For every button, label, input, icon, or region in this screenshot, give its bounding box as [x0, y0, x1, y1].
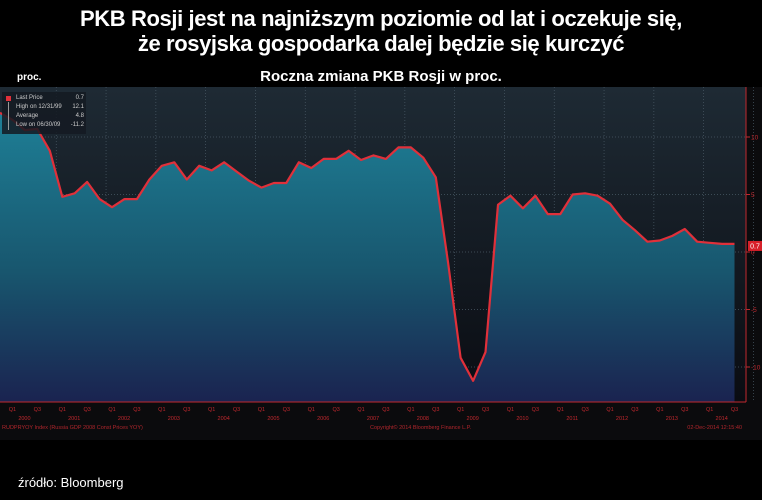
unit-label: proc. [17, 72, 42, 83]
page-title: PKB Rosji jest na najniższym poziomie od… [0, 6, 762, 56]
timestamp-label: 02-Dec-2014 12:15:40 [687, 425, 742, 431]
svg-text:Q3: Q3 [631, 407, 638, 413]
gdp-area [0, 112, 735, 403]
svg-text:Q1: Q1 [108, 407, 115, 413]
svg-text:2009: 2009 [467, 416, 479, 422]
title-line-1: PKB Rosji jest na najniższym poziomie od… [80, 6, 682, 31]
svg-text:-5: -5 [751, 307, 757, 314]
svg-text:Q1: Q1 [407, 407, 414, 413]
svg-text:Q1: Q1 [158, 407, 165, 413]
legend-item-last-price: Last Price 0.7 [16, 95, 84, 101]
svg-text:Q1: Q1 [59, 407, 66, 413]
svg-text:0: 0 [751, 250, 755, 257]
svg-text:2012: 2012 [616, 416, 628, 422]
svg-text:2004: 2004 [218, 416, 230, 422]
chart-legend: Last Price 0.7 High on 12/31/99 12.1 Avera… [2, 92, 86, 134]
svg-text:Q1: Q1 [606, 407, 613, 413]
ticker-label: RUDPRYOY Index (Russia GDP 2008 Const Pr… [2, 425, 143, 431]
svg-text:Q3: Q3 [432, 407, 439, 413]
svg-text:Q1: Q1 [208, 407, 215, 413]
y-axis-ticks: -10 -5 0 5 10 [746, 135, 761, 372]
svg-text:Q1: Q1 [656, 407, 663, 413]
svg-text:2011: 2011 [566, 416, 578, 422]
legend-marker-icon [6, 96, 11, 101]
svg-text:2007: 2007 [367, 416, 379, 422]
svg-text:Q1: Q1 [357, 407, 364, 413]
svg-text:2014: 2014 [716, 416, 728, 422]
legend-item-low: Low on 06/30/09 -11.2 [16, 122, 84, 128]
svg-text:2003: 2003 [168, 416, 180, 422]
svg-text:2001: 2001 [68, 416, 80, 422]
svg-text:Q1: Q1 [308, 407, 315, 413]
svg-text:Q3: Q3 [83, 407, 90, 413]
legend-ruler-icon [8, 102, 9, 130]
svg-text:2013: 2013 [666, 416, 678, 422]
svg-text:Q3: Q3 [532, 407, 539, 413]
svg-text:Q3: Q3 [482, 407, 489, 413]
legend-item-high: High on 12/31/99 12.1 [16, 104, 84, 110]
svg-text:Q3: Q3 [34, 407, 41, 413]
svg-text:Q3: Q3 [382, 407, 389, 413]
svg-text:Q3: Q3 [731, 407, 738, 413]
svg-text:Q1: Q1 [557, 407, 564, 413]
svg-text:Q3: Q3 [283, 407, 290, 413]
svg-text:-10: -10 [751, 365, 761, 372]
svg-text:2008: 2008 [417, 416, 429, 422]
svg-text:2002: 2002 [118, 416, 130, 422]
chart-panel: -10 -5 0 5 10 Q1 Q3 2000 Q1 Q3 2001 Q1 Q3 2002 Q1 Q3 20… [0, 87, 762, 440]
svg-text:0.7: 0.7 [750, 243, 760, 250]
svg-text:Q3: Q3 [681, 407, 688, 413]
svg-text:Q1: Q1 [258, 407, 265, 413]
legend-item-average: Average 4.8 [16, 113, 84, 119]
svg-text:Q3: Q3 [183, 407, 190, 413]
svg-text:Q3: Q3 [581, 407, 588, 413]
svg-text:2010: 2010 [516, 416, 528, 422]
copyright-label: Copyright© 2014 Bloomberg Finance L.P. [370, 424, 472, 431]
svg-text:Q1: Q1 [706, 407, 713, 413]
svg-text:Q3: Q3 [133, 407, 140, 413]
last-value-badge: 0.7 [748, 240, 762, 251]
svg-text:2000: 2000 [18, 416, 30, 422]
svg-text:Q1: Q1 [457, 407, 464, 413]
svg-text:Q1: Q1 [9, 407, 16, 413]
svg-text:2005: 2005 [267, 416, 279, 422]
svg-text:2006: 2006 [317, 416, 329, 422]
svg-text:Q3: Q3 [332, 407, 339, 413]
chart-subtitle: Roczna zmiana PKB Rosji w proc. [260, 68, 502, 85]
gdp-line [0, 111, 735, 382]
svg-text:Q1: Q1 [507, 407, 514, 413]
svg-text:10: 10 [751, 135, 759, 142]
svg-text:Q3: Q3 [233, 407, 240, 413]
svg-text:5: 5 [751, 192, 755, 199]
title-line-2: że rosyjska gospodarka dalej będzie się … [137, 31, 625, 56]
source-note: źródło: Bloomberg [18, 475, 124, 490]
